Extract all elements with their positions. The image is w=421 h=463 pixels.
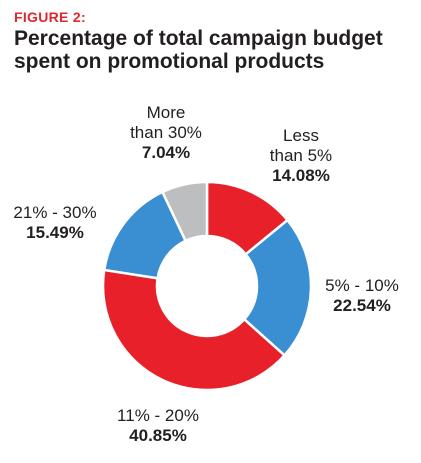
slice-value-11-20: 40.85%: [129, 426, 187, 445]
figure-label: FIGURE 2:: [14, 9, 86, 25]
slice-category-than-5: than 5%: [269, 146, 333, 165]
slice-value-21-30: 15.49%: [26, 223, 84, 242]
slice-category-more: More: [146, 103, 186, 122]
slice-category-than-30: than 30%: [130, 123, 202, 142]
slice-label-21-30: 21% - 30% 15.49%: [10, 203, 100, 243]
slice-value-more-than-30: 7.04%: [141, 143, 191, 162]
slice-label-11-20: 11% - 20% 40.85%: [112, 406, 204, 446]
slice-category-21-30: 21% - 30%: [13, 203, 97, 222]
slice-label-less-than-5: Less than 5% 14.08%: [262, 126, 340, 186]
slice-category-11-20: 11% - 20%: [117, 406, 199, 425]
donut-slice-4: [160, 180, 209, 243]
slice-value-less-than-5: 14.08%: [272, 166, 330, 185]
chart-title-line1: Percentage of total campaign budget: [14, 27, 383, 50]
donut-slices: [101, 180, 313, 392]
donut-slice-1: [242, 218, 313, 358]
slice-label-more-than-30: More than 30% 7.04%: [118, 103, 214, 163]
chart-title: Percentage of total campaign budget spen…: [14, 27, 414, 73]
donut-slice-2: [101, 268, 287, 392]
slice-category-less: Less: [283, 126, 319, 145]
slice-category-5-10: 5% - 10%: [325, 276, 399, 295]
slice-value-5-10: 22.54%: [333, 296, 391, 315]
slice-label-5-10: 5% - 10% 22.54%: [322, 276, 402, 316]
chart-title-line2: spent on promotional products: [14, 50, 325, 73]
